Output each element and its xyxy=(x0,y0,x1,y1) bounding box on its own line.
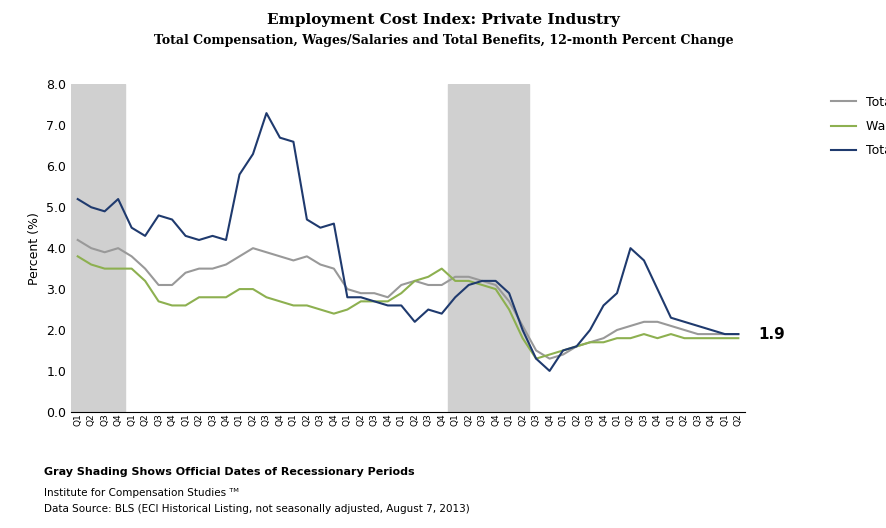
Bar xyxy=(448,84,529,412)
Text: Gray Shading Shows Official Dates of Recessionary Periods: Gray Shading Shows Official Dates of Rec… xyxy=(44,467,415,477)
Text: Institute for Compensation Studies ᵀᴹ: Institute for Compensation Studies ᵀᴹ xyxy=(44,488,239,498)
Text: Total Compensation, Wages/Salaries and Total Benefits, 12-month Percent Change: Total Compensation, Wages/Salaries and T… xyxy=(153,34,733,48)
Bar xyxy=(71,84,125,412)
Legend: Total Compensation, Wages and Salaries, Total Benefits: Total Compensation, Wages and Salaries, … xyxy=(826,91,886,162)
Y-axis label: Percent (%): Percent (%) xyxy=(27,212,41,285)
Text: 1.9: 1.9 xyxy=(758,327,784,342)
Text: Data Source: BLS (ECI Historical Listing, not seasonally adjusted, August 7, 201: Data Source: BLS (ECI Historical Listing… xyxy=(44,504,470,514)
Text: Employment Cost Index: Private Industry: Employment Cost Index: Private Industry xyxy=(267,13,619,27)
